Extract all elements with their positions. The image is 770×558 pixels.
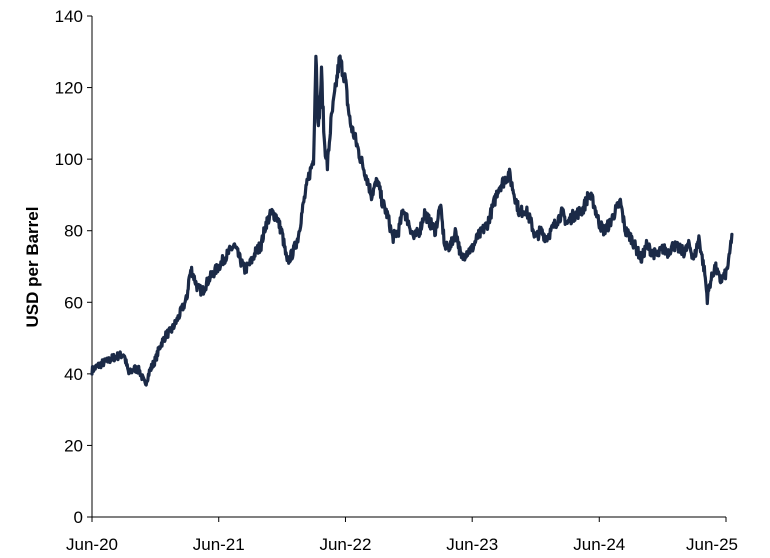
y-tick-label: 120 (55, 79, 83, 98)
x-axis-ticks: Jun-20 Jun-21 Jun-22 Jun-23 Jun-24 Jun-25 (66, 517, 738, 554)
x-tick-label: Jun-20 (66, 535, 118, 554)
y-tick-label: 80 (64, 222, 83, 241)
y-axis-ticks: 0 20 40 60 80 100 120 140 (55, 7, 92, 527)
y-axis-title: USD per Barrel (23, 207, 42, 328)
y-tick-label: 60 (64, 293, 83, 312)
price-series-line (90, 54, 734, 387)
y-tick-label: 20 (64, 436, 83, 455)
y-tick-label: 40 (64, 365, 83, 384)
x-tick-label: Jun-24 (573, 535, 625, 554)
x-tick-label: Jun-25 (686, 535, 738, 554)
y-tick-label: 100 (55, 150, 83, 169)
x-tick-label: Jun-22 (319, 535, 371, 554)
x-tick-label: Jun-21 (193, 535, 245, 554)
y-tick-label: 0 (74, 508, 83, 527)
x-tick-label: Jun-23 (446, 535, 498, 554)
y-tick-label: 140 (55, 7, 83, 26)
